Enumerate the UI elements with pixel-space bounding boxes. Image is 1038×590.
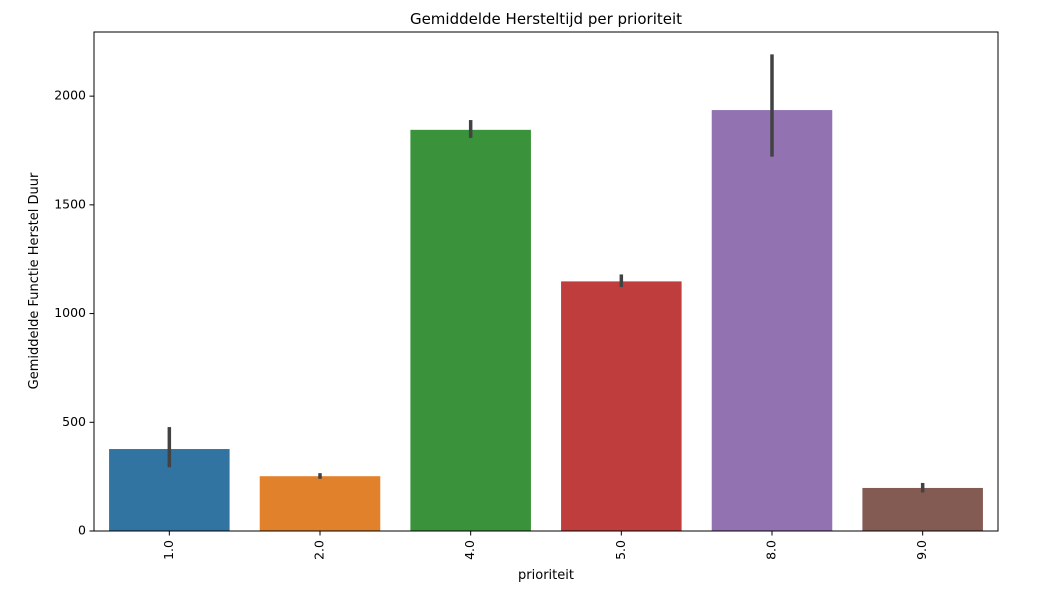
x-tick-label: 1.0 — [161, 540, 176, 560]
x-axis-label: prioriteit — [518, 568, 574, 583]
y-axis: 0 500 1000 1500 2000 — [54, 88, 94, 538]
x-tick-label: 8.0 — [764, 540, 779, 560]
error-bars-group — [167, 54, 925, 493]
y-tick-label: 1000 — [54, 305, 86, 320]
bar-8.0 — [711, 110, 833, 532]
bar-2.0 — [259, 476, 381, 531]
x-tick-label: 9.0 — [914, 540, 929, 560]
bar-5.0 — [561, 281, 682, 531]
x-axis: 1.0 2.0 4.0 5.0 8.0 9.0 — [161, 531, 929, 560]
y-tick-label: 0 — [78, 523, 86, 538]
bar-9.0 — [862, 487, 983, 531]
y-tick-label: 1500 — [54, 196, 86, 211]
plot-frame — [93, 31, 999, 532]
bar-4.0 — [410, 129, 531, 531]
x-tick-label: 5.0 — [613, 540, 628, 560]
y-tick-label: 500 — [62, 414, 86, 429]
x-tick-label: 4.0 — [462, 540, 477, 560]
y-tick-label: 2000 — [54, 88, 86, 103]
y-axis-label: Gemiddelde Functie Herstel Duur — [27, 172, 42, 389]
x-tick-label: 2.0 — [312, 540, 327, 560]
chart-title: Gemiddelde Hersteltijd per prioriteit — [410, 10, 682, 28]
bars-group — [109, 110, 983, 532]
